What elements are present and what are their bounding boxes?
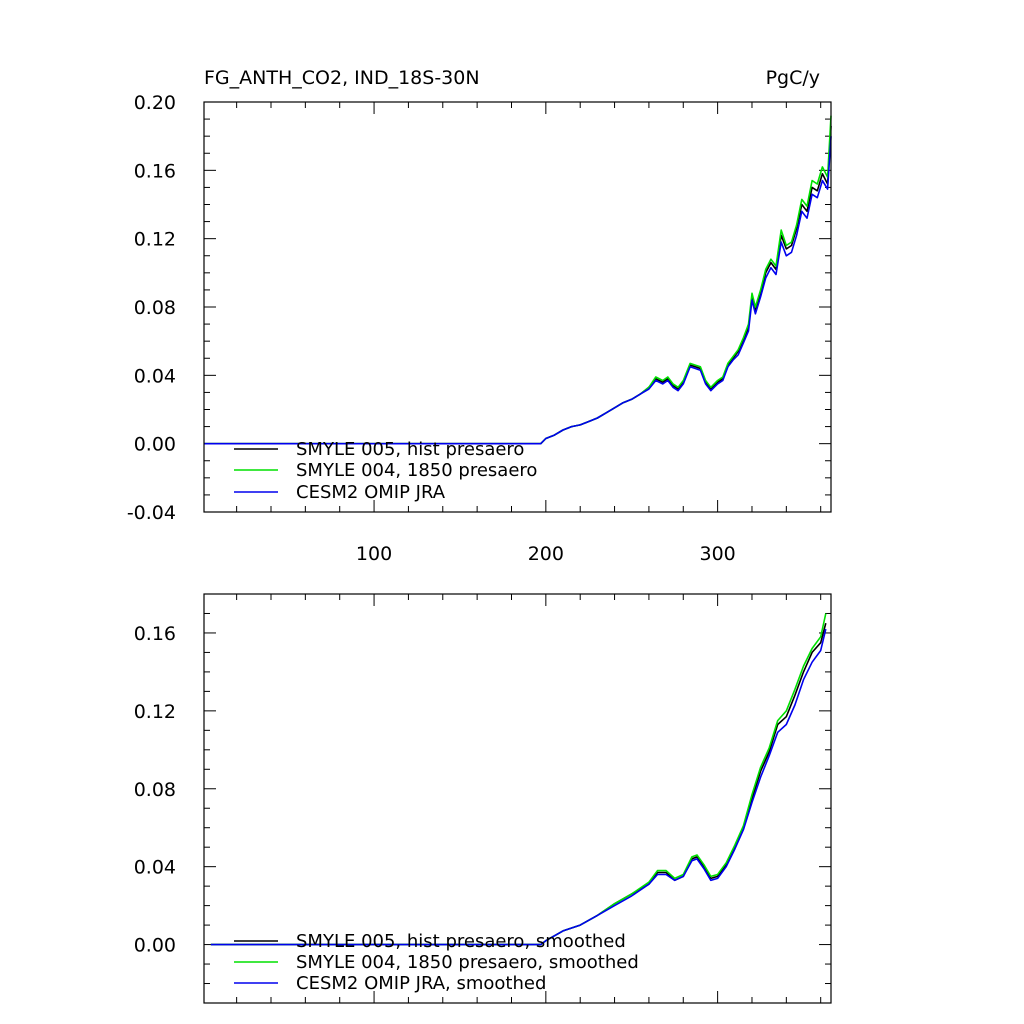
x-tick-label: 200 <box>528 543 564 565</box>
series-line-0 <box>210 622 827 946</box>
legend-label-cesm2: CESM2 OMIP JRA <box>296 482 446 503</box>
legend-label-smyle-005: SMYLE 005, hist presaero <box>296 439 524 460</box>
y-tick-label: 0.08 <box>134 297 176 319</box>
units-label: PgC/y <box>766 67 820 89</box>
chart-title: FG_ANTH_CO2, IND_18S-30N <box>204 67 480 89</box>
series-line-2 <box>204 136 832 445</box>
tick-marks: -0.04 0.00 0.04 0.08 0.12 0.16 0.20 100 200 300 <box>127 92 831 565</box>
y-tick-label: 0.12 <box>134 229 176 251</box>
series-line-1 <box>210 613 827 946</box>
legend-label-smyle-005-smoothed: SMYLE 005, hist presaero, smoothed <box>296 931 626 952</box>
y-tick-label: 0.04 <box>134 365 176 387</box>
x-tick-label: 300 <box>699 543 735 565</box>
plot-frame <box>203 593 832 1004</box>
y-tick-label: 0.20 <box>134 92 176 114</box>
legend: SMYLE 005, hist presaero, smoothed SMYLE… <box>234 931 639 994</box>
y-tick-label: 0.08 <box>134 779 176 801</box>
bottom-panel: 0.00 0.04 0.08 0.12 0.16 SMYLE 005, hist pre… <box>134 593 832 1004</box>
tick-marks: 0.00 0.04 0.08 0.12 0.16 <box>134 593 831 1004</box>
y-tick-label: 0.00 <box>134 434 176 456</box>
y-tick-label: 0.16 <box>134 623 176 645</box>
legend-label-cesm2-smoothed: CESM2 OMIP JRA, smoothed <box>296 973 546 994</box>
plot-frame <box>203 101 832 513</box>
y-tick-label: -0.04 <box>127 502 176 524</box>
y-tick-label: 0.04 <box>134 857 176 879</box>
series-line-2 <box>210 628 827 946</box>
y-tick-label: 0.12 <box>134 701 176 723</box>
legend-label-smyle-004: SMYLE 004, 1850 presaero <box>296 460 537 481</box>
legend: SMYLE 005, hist presaero SMYLE 004, 1850… <box>234 439 537 503</box>
series-line-1 <box>204 115 832 445</box>
top-panel: FG_ANTH_CO2, IND_18S-30N PgC/y -0.04 0.00… <box>127 67 832 565</box>
series-line-0 <box>204 125 832 445</box>
legend-label-smyle-004-smoothed: SMYLE 004, 1850 presaero, smoothed <box>296 952 639 973</box>
y-tick-label: 0.16 <box>134 160 176 182</box>
series-lines <box>204 115 832 445</box>
y-tick-label: 0.00 <box>134 935 176 957</box>
series-lines <box>210 613 827 946</box>
x-tick-label: 100 <box>356 543 392 565</box>
